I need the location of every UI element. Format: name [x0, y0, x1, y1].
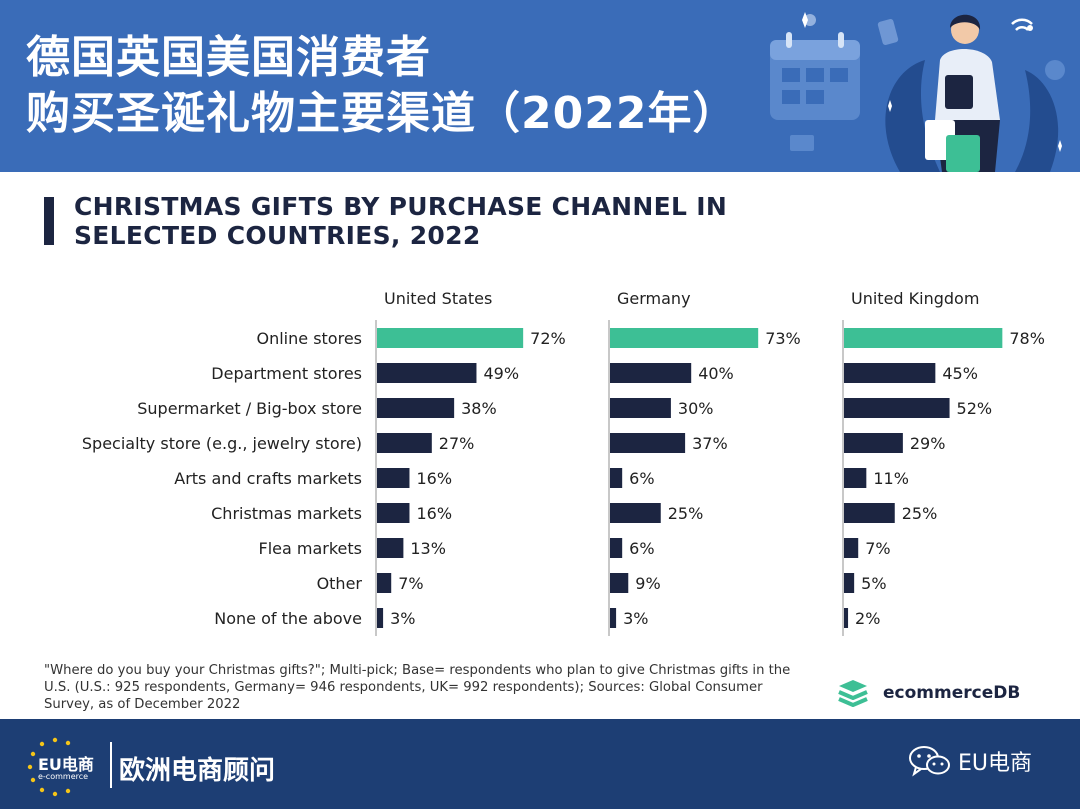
shopping-illustration-icon: [770, 12, 1065, 172]
data-label: 52%: [957, 399, 993, 418]
footer-company: 欧洲电商顾问: [119, 756, 276, 786]
bar: [377, 433, 432, 453]
data-label: 3%: [390, 609, 415, 628]
data-label: 6%: [629, 539, 654, 558]
bar: [844, 468, 867, 488]
chart-title-line1: CHRISTMAS GIFTS BY PURCHASE CHANNEL IN: [74, 192, 728, 221]
bar: [844, 608, 849, 628]
bar: [377, 503, 410, 523]
data-label: 5%: [861, 574, 886, 593]
bar: [844, 573, 855, 593]
series-header: United Kingdom: [851, 289, 979, 308]
data-label: 9%: [635, 574, 660, 593]
data-label: 27%: [439, 434, 475, 453]
bar: [377, 538, 404, 558]
data-label: 16%: [416, 469, 452, 488]
bar: [610, 503, 661, 523]
bar: [377, 573, 392, 593]
brand-name: ecommerceDB: [883, 683, 1021, 703]
footer-bar: [0, 719, 1080, 809]
category-label: Specialty store (e.g., jewelry store): [82, 434, 362, 453]
bar: [610, 328, 759, 348]
data-label: 49%: [483, 364, 519, 383]
data-label: 16%: [416, 504, 452, 523]
data-label: 25%: [668, 504, 704, 523]
bar: [610, 433, 686, 453]
bar: [844, 503, 895, 523]
wechat-icon: [909, 746, 950, 777]
data-label: 7%: [865, 539, 890, 558]
category-label: Department stores: [211, 364, 362, 383]
bar: [610, 573, 629, 593]
footer-logo-sub: e-commerce: [38, 772, 89, 781]
data-label: 37%: [692, 434, 728, 453]
data-label: 29%: [910, 434, 946, 453]
page-title-line1: 德国英国美国消费者: [26, 32, 431, 83]
bar: [610, 608, 617, 628]
data-label: 25%: [902, 504, 938, 523]
data-label: 30%: [678, 399, 714, 418]
bar: [377, 608, 384, 628]
series-header: United States: [384, 289, 492, 308]
page-title: 德国英国美国消费者 购买圣诞礼物主要渠道（2022年）: [26, 30, 737, 142]
layers-icon: [838, 680, 868, 707]
series-header: Germany: [617, 289, 691, 308]
page-title-line2: 购买圣诞礼物主要渠道（2022年）: [26, 88, 738, 139]
category-label: Flea markets: [259, 539, 363, 558]
category-label: Online stores: [257, 329, 363, 348]
bar: [610, 363, 692, 383]
footer-logo-text: EU电商: [38, 755, 94, 774]
data-label: 2%: [855, 609, 880, 628]
bar: [610, 538, 623, 558]
data-label: 38%: [461, 399, 497, 418]
bar: [844, 328, 1003, 348]
data-label: 40%: [698, 364, 734, 383]
heading-accent-bar: [44, 197, 54, 245]
data-label: 78%: [1009, 329, 1045, 348]
data-label: 73%: [765, 329, 801, 348]
bar-chart: Online stores Department stores Supermarke…: [82, 289, 1045, 636]
bar: [844, 363, 936, 383]
bar: [377, 398, 455, 418]
chart-title: CHRISTMAS GIFTS BY PURCHASE CHANNEL IN S…: [74, 192, 894, 250]
category-label: Supermarket / Big-box store: [137, 399, 362, 418]
category-label: None of the above: [214, 609, 362, 628]
category-label: Christmas markets: [211, 504, 362, 523]
brand-logo: ecommerceDB: [835, 678, 1020, 708]
bar: [610, 468, 623, 488]
footer-divider: [110, 742, 112, 788]
bar: [610, 398, 671, 418]
chart-title-line2: SELECTED COUNTRIES, 2022: [74, 221, 481, 250]
category-label: Arts and crafts markets: [174, 469, 362, 488]
data-label: 13%: [410, 539, 446, 558]
category-label: Other: [317, 574, 363, 593]
data-label: 11%: [873, 469, 909, 488]
eu-stars-icon: [27, 737, 71, 797]
bar: [377, 363, 477, 383]
bar: [844, 433, 903, 453]
footnote: "Where do you buy your Christmas gifts?"…: [44, 663, 791, 712]
data-label: 7%: [398, 574, 423, 593]
data-label: 45%: [942, 364, 978, 383]
footer-wechat-label: EU电商: [958, 751, 1033, 776]
data-label: 3%: [623, 609, 648, 628]
data-label: 6%: [629, 469, 654, 488]
footer-wechat[interactable]: EU电商: [908, 744, 1032, 778]
bar: [844, 398, 950, 418]
bar: [377, 468, 410, 488]
header-banner: 德国英国美国消费者 购买圣诞礼物主要渠道（2022年）: [0, 0, 1080, 172]
bar: [844, 538, 859, 558]
bar: [377, 328, 524, 348]
data-label: 72%: [530, 329, 566, 348]
